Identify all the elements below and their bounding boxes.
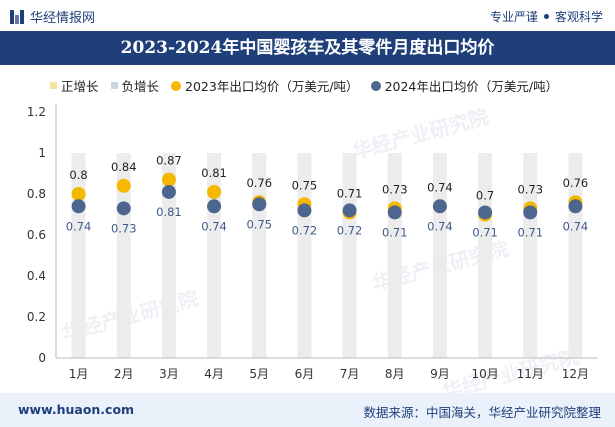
y-tick-label: 0.4: [27, 269, 46, 283]
legend-item-negative[interactable]: 负增长: [110, 76, 160, 95]
x-tick-label: 2月: [114, 367, 134, 381]
data-label-2024: 0.74: [427, 219, 453, 233]
legend-label: 负增长: [121, 79, 160, 94]
x-tick-label: 12月: [562, 367, 589, 381]
circle-swatch-icon: [370, 80, 381, 91]
point-2024: [252, 197, 267, 212]
point-2024: [207, 199, 222, 214]
data-label-2023: 0.73: [517, 182, 543, 196]
point-2023: [161, 172, 176, 187]
point-2024: [432, 199, 447, 214]
background-bar: [207, 153, 222, 358]
footer: www.huaon.com 数据来源：中国海关，华经产业研究院整理: [0, 393, 615, 427]
point-2024: [523, 205, 538, 220]
data-label-2023: 0.8: [69, 168, 87, 182]
data-label-2023: 0.81: [201, 166, 227, 180]
y-tick-label: 0.8: [27, 187, 46, 201]
background-bar: [161, 153, 176, 358]
y-tick-label: 1.2: [27, 105, 46, 119]
legend-label: 2023年出口均价（万美元/吨）: [185, 79, 359, 94]
square-swatch-icon: [50, 82, 57, 89]
legend-item-2023[interactable]: 2023年出口均价（万美元/吨）: [171, 76, 359, 95]
x-tick-label: 7月: [340, 367, 360, 381]
data-label-2023: 0.84: [111, 160, 137, 174]
x-tick-label: 9月: [430, 367, 450, 381]
top-bar: 华经情报网 专业严谨 客观科学: [0, 0, 615, 30]
title-bar: 2023-2024年中国婴孩车及其零件月度出口均价: [0, 31, 615, 65]
y-tick-label: 1: [38, 146, 46, 160]
x-tick-label: 6月: [295, 367, 315, 381]
data-label-2024: 0.71: [382, 225, 408, 239]
data-label-2023: 0.73: [382, 182, 408, 196]
x-tick-label: 4月: [204, 367, 224, 381]
data-label-2024: 0.73: [111, 221, 137, 235]
point-2024: [161, 184, 176, 199]
data-label-2024: 0.74: [201, 219, 227, 233]
data-label-2024: 0.72: [292, 223, 318, 237]
point-2023: [207, 184, 222, 199]
tag-professional: 专业严谨: [489, 10, 538, 24]
x-tick-label: 3月: [159, 367, 179, 381]
legend-item-positive[interactable]: 正增长: [50, 76, 99, 95]
legend-label: 2024年出口均价（万美元/吨）: [384, 79, 559, 94]
data-label-2023: 0.87: [156, 154, 182, 168]
background-bar: [478, 153, 493, 358]
data-label-2023: 0.7: [476, 189, 494, 203]
data-label-2024: 0.72: [337, 223, 363, 237]
background-bar: [71, 153, 86, 358]
x-tick-label: 5月: [249, 367, 269, 381]
data-label-2024: 0.81: [156, 205, 182, 219]
x-tick-label: 10月: [471, 367, 498, 381]
data-label-2023: 0.74: [427, 180, 453, 194]
point-2024: [297, 203, 312, 218]
legend-label: 正增长: [61, 79, 99, 94]
y-tick-label: 0.6: [27, 228, 46, 242]
point-2024: [478, 205, 493, 220]
x-tick-label: 1月: [69, 367, 89, 381]
y-tick-label: 0.2: [27, 310, 46, 324]
brand-name: 华经情报网: [30, 11, 96, 26]
square-swatch-icon: [110, 82, 118, 89]
data-label-2024: 0.74: [563, 219, 589, 233]
point-2024: [387, 205, 402, 220]
point-2023: [116, 178, 131, 193]
data-label-2023: 0.76: [246, 176, 272, 190]
circle-swatch-icon: [171, 80, 182, 91]
data-label-2024: 0.75: [246, 217, 272, 231]
point-2024: [568, 199, 583, 214]
x-tick-label: 11月: [517, 367, 544, 381]
website-link[interactable]: www.huaon.com: [18, 402, 135, 417]
point-2024: [342, 203, 357, 218]
chart-plot: 00.20.40.60.811.21月 2月 3月 4月 5月 6月 7月 8月 9月 10月 11…: [27, 104, 598, 381]
legend: 正增长 负增长 2023年出口均价（万美元/吨） 2024年出口均价（万美元/吨…: [50, 76, 558, 95]
bar-chart-icon: [10, 9, 24, 24]
data-label-2023: 0.76: [563, 176, 589, 190]
data-label-2024: 0.71: [472, 225, 498, 239]
point-2024: [116, 201, 131, 216]
data-label-2024: 0.74: [66, 219, 92, 233]
y-tick-label: 0: [38, 351, 46, 365]
brand[interactable]: 华经情报网: [10, 7, 95, 26]
x-tick-label: 8月: [385, 367, 405, 381]
tag-objective: 客观科学: [554, 10, 603, 24]
data-label-2024: 0.71: [517, 225, 543, 239]
legend-item-2024[interactable]: 2024年出口均价（万美元/吨）: [370, 76, 559, 95]
point-2024: [71, 199, 86, 214]
data-label-2023: 0.75: [292, 178, 318, 192]
header-tags: 专业严谨 客观科学: [490, 8, 603, 25]
dot-separator-icon: [543, 14, 549, 19]
data-source: 数据来源：中国海关，华经产业研究院整理: [363, 405, 601, 420]
point-2023: [71, 187, 86, 201]
chart-title: 2023-2024年中国婴孩车及其零件月度出口均价: [120, 38, 495, 58]
background-bar: [342, 153, 357, 358]
data-label-2023: 0.71: [337, 186, 363, 200]
